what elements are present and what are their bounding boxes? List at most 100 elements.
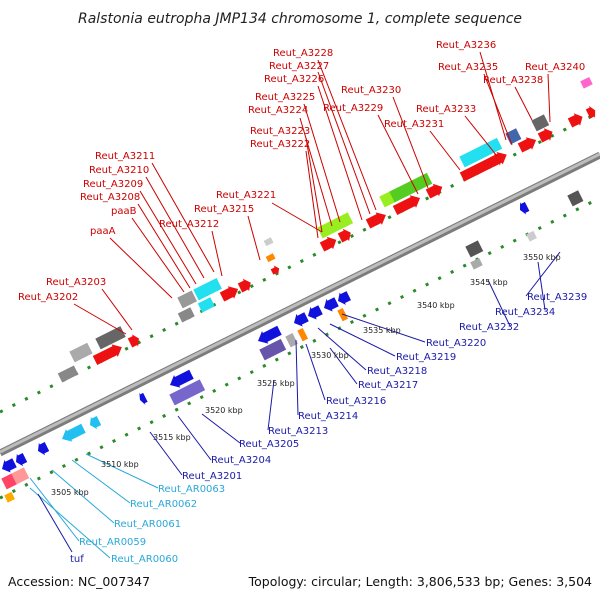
gene-block[interactable] [11, 467, 30, 485]
gene-arrow[interactable] [319, 234, 340, 254]
gene-arrow[interactable] [35, 440, 50, 457]
gene-arrow[interactable] [291, 310, 310, 329]
gene-arrow[interactable] [87, 414, 102, 431]
gene-arrow[interactable] [219, 283, 241, 304]
gene-block[interactable] [526, 230, 537, 242]
gene-label[interactable]: Reut_AR0059 [79, 537, 146, 548]
gene-label[interactable]: Reut_A3224 [248, 105, 308, 116]
gene-label[interactable]: Reut_AR0060 [111, 554, 178, 565]
gene-arrow[interactable] [365, 209, 389, 230]
gene-label[interactable]: Reut_A3228 [273, 48, 333, 59]
gene-label[interactable]: Reut_A3225 [255, 92, 315, 103]
gene-arrow[interactable] [237, 276, 254, 294]
gene-arrow[interactable] [59, 422, 87, 445]
gene-arrow[interactable] [270, 264, 282, 277]
gene-label[interactable]: Reut_A3220 [426, 338, 486, 349]
gene-label[interactable]: Reut_A3223 [250, 126, 310, 137]
tick-label: 3530 kbp [311, 351, 349, 360]
gene-label[interactable]: Reut_A3209 [83, 179, 143, 190]
gene-label[interactable]: Reut_A3234 [495, 307, 555, 318]
gene-label[interactable]: Reut_A3231 [384, 119, 444, 130]
gene-block[interactable] [389, 172, 433, 203]
gene-arrow[interactable] [92, 341, 125, 367]
gene-block[interactable] [177, 307, 195, 323]
gene-arrow[interactable] [489, 151, 504, 168]
gene-block[interactable] [263, 237, 274, 247]
gene-label[interactable]: Reut_A3235 [438, 62, 498, 73]
gene-label[interactable]: Reut_A3211 [95, 151, 155, 162]
gene-label[interactable]: Reut_A3218 [367, 366, 427, 377]
gene-label[interactable]: Reut_A3233 [416, 104, 476, 115]
gene-label[interactable]: Reut_A3238 [483, 75, 543, 86]
gene-arrow[interactable] [537, 125, 556, 144]
gene-label[interactable]: Reut_A3205 [239, 439, 299, 450]
gene-block[interactable] [193, 278, 222, 301]
gene-label[interactable]: Reut_A3201 [182, 471, 242, 482]
gene-label[interactable]: Reut_A3203 [46, 277, 106, 288]
gene-arrow[interactable] [13, 451, 28, 468]
gene-arrow[interactable] [517, 200, 530, 216]
gene-arrow[interactable] [167, 368, 195, 391]
gene-block[interactable] [470, 257, 483, 270]
gene-block[interactable] [317, 212, 354, 239]
gene-label[interactable]: Reut_A3217 [358, 380, 418, 391]
gene-label[interactable]: Reut_A3232 [459, 322, 519, 333]
gene-block[interactable] [531, 114, 550, 132]
gene-block[interactable] [95, 326, 126, 350]
gene-label[interactable]: tuf [70, 554, 84, 565]
gene-label[interactable]: Reut_A3214 [298, 411, 358, 422]
gene-label[interactable]: Reut_A3215 [194, 204, 254, 215]
gene-block[interactable] [465, 240, 484, 258]
gene-block[interactable] [580, 76, 593, 89]
gene-block[interactable] [285, 333, 298, 348]
gene-label[interactable]: Reut_A3208 [80, 192, 140, 203]
gene-block[interactable] [177, 290, 197, 309]
gene-label[interactable]: Reut_A3213 [268, 426, 328, 437]
gene-label[interactable]: Reut_A3236 [436, 40, 496, 51]
gene-arrow[interactable] [127, 332, 142, 349]
gene-block[interactable] [259, 338, 287, 361]
leader-line [464, 115, 498, 157]
gene-arrow[interactable] [137, 391, 149, 406]
gene-block[interactable] [4, 491, 15, 503]
gene-arrow[interactable] [425, 181, 446, 201]
gene-arrow[interactable] [392, 192, 423, 217]
gene-label[interactable]: Reut_A3230 [341, 85, 401, 96]
gene-block[interactable] [69, 342, 93, 363]
gene-label[interactable]: Reut_AR0062 [130, 499, 197, 510]
gene-label[interactable]: Reut_A3240 [525, 62, 585, 73]
gene-label[interactable]: Reut_A3226 [264, 74, 324, 85]
gene-label[interactable]: Reut_A3221 [216, 190, 276, 201]
gene-block[interactable] [567, 190, 584, 207]
gene-arrow[interactable] [585, 104, 598, 120]
gene-label[interactable]: paaA [90, 226, 116, 237]
gene-block[interactable] [57, 365, 79, 383]
gene-label[interactable]: Reut_A3210 [89, 165, 149, 176]
gene-label[interactable]: Reut_A3212 [159, 219, 219, 230]
gene-block[interactable] [505, 128, 522, 145]
gene-arrow[interactable] [335, 289, 352, 307]
gene-arrow[interactable] [321, 295, 340, 314]
gene-arrow[interactable] [0, 456, 18, 475]
gene-arrow[interactable] [567, 110, 586, 129]
gene-block[interactable] [169, 379, 206, 406]
gene-arrow[interactable] [255, 324, 283, 347]
gene-block[interactable] [459, 137, 503, 168]
gene-label[interactable]: Reut_A3216 [326, 396, 386, 407]
gene-label[interactable]: Reut_A3202 [18, 292, 78, 303]
gene-label[interactable]: Reut_A3239 [527, 292, 587, 303]
gene-label[interactable]: Reut_A3204 [211, 455, 271, 466]
gene-label[interactable]: Reut_AR0061 [114, 519, 181, 530]
gene-arrow[interactable] [305, 303, 324, 322]
gene-arrow[interactable] [337, 226, 354, 244]
gene-label[interactable]: paaB [111, 206, 137, 217]
gene-block[interactable] [197, 297, 215, 313]
gene-block[interactable] [265, 253, 276, 263]
gene-label[interactable]: Reut_A3229 [323, 103, 383, 114]
gene-label[interactable]: Reut_A3227 [269, 61, 329, 72]
leader-line [37, 493, 73, 553]
gene-label[interactable]: Reut_A3219 [396, 352, 456, 363]
gene-label[interactable]: Reut_AR0063 [158, 484, 225, 495]
gene-label[interactable]: Reut_A3222 [250, 139, 310, 150]
gene-block[interactable] [297, 327, 309, 342]
